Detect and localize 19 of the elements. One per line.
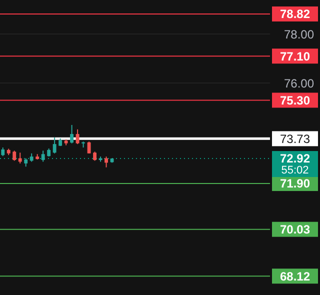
text: 55:02	[281, 164, 309, 176]
candlestick	[12, 150, 16, 162]
ref-line-label: 72.92	[280, 152, 310, 166]
y-tick-label: 76.00	[284, 76, 314, 90]
ref-line-label: 78.82	[280, 7, 310, 22]
ref-line-label: 71.90	[280, 176, 310, 191]
ref-line-label: 68.12	[280, 269, 310, 284]
ref-line-label: 77.10	[280, 49, 310, 64]
candlestick	[76, 128, 80, 145]
ref-line-label: 75.30	[280, 93, 310, 108]
candlestick	[104, 156, 108, 168]
candlestick	[41, 150, 45, 162]
ref-line-label: 73.73	[280, 132, 310, 146]
candlestick	[70, 124, 74, 144]
candlestick	[87, 141, 91, 154]
candlestick	[52, 136, 56, 154]
ref-line-label: 70.03	[280, 222, 310, 237]
candlestick	[93, 151, 97, 162]
y-tick-label: 78.00	[284, 27, 314, 42]
